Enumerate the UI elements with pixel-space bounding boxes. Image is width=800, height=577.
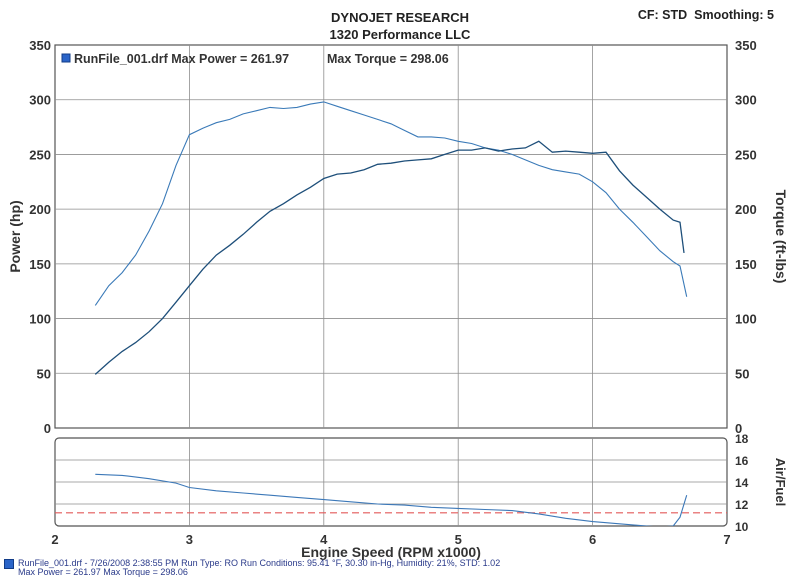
afr-axis-label: Air/Fuel	[773, 458, 788, 506]
rpm-tick-label: 6	[589, 532, 596, 547]
rpm-tick-label: 3	[186, 532, 193, 547]
power-tick-label: 50	[37, 366, 51, 381]
rpm-axis-label: Engine Speed (RPM x1000)	[301, 544, 481, 560]
footer-max-values: Max Power = 261.97 Max Torque = 298.06	[18, 567, 188, 577]
rpm-tick-label: 4	[320, 532, 328, 547]
afr-tick-label: 18	[735, 432, 749, 446]
power-axis-label: Power (hp)	[7, 200, 23, 272]
rpm-tick-label: 5	[455, 532, 462, 547]
power-tick-label: 200	[29, 202, 51, 217]
torque-tick-label: 350	[735, 38, 757, 53]
torque-axis-label: Torque (ft-lbs)	[773, 190, 789, 284]
cf-label: CF: STD	[637, 8, 688, 22]
afr-curve	[95, 473, 688, 526]
power-curve	[94, 140, 685, 375]
smoothing-label: Smoothing: 5	[694, 8, 774, 22]
afr-tick-label: 14	[735, 476, 749, 490]
power-tick-label: 350	[29, 38, 51, 53]
footer-run-info: RunFile_001.drf - 7/26/2008 2:38:55 PM R…	[18, 558, 501, 568]
afr-tick-label: 10	[735, 520, 749, 534]
torque-tick-label: 50	[735, 366, 749, 381]
torque-tick-label: 250	[735, 147, 757, 162]
rpm-tick-label: 7	[723, 532, 730, 547]
power-tick-label: 100	[29, 312, 51, 327]
report-title: DYNOJET RESEARCH	[331, 10, 469, 25]
power-tick-label: 150	[29, 257, 51, 272]
power-tick-label: 300	[29, 93, 51, 108]
legend-torque-text: Max Torque = 298.06	[327, 52, 449, 66]
settings-readout: CF: STD Smoothing: 5	[638, 8, 774, 22]
power-tick-label: 0	[44, 421, 51, 436]
file-icon	[4, 559, 14, 569]
afr-tick-label: 12	[735, 498, 749, 512]
main-plot-frame	[54, 44, 728, 429]
legend-power-text: RunFile_001.drf Max Power = 261.97	[74, 52, 289, 66]
torque-tick-label: 100	[735, 312, 757, 327]
legend-swatch	[61, 53, 71, 63]
power-tick-label: 250	[29, 147, 51, 162]
torque-tick-label: 150	[735, 257, 757, 272]
report-subtitle: 1320 Performance LLC	[329, 27, 471, 42]
afr-tick-label: 16	[735, 454, 749, 468]
rpm-tick-label: 2	[51, 532, 58, 547]
torque-tick-label: 0	[735, 421, 742, 436]
torque-tick-label: 300	[735, 93, 757, 108]
torque-tick-label: 200	[735, 202, 757, 217]
torque-curve	[94, 101, 688, 306]
